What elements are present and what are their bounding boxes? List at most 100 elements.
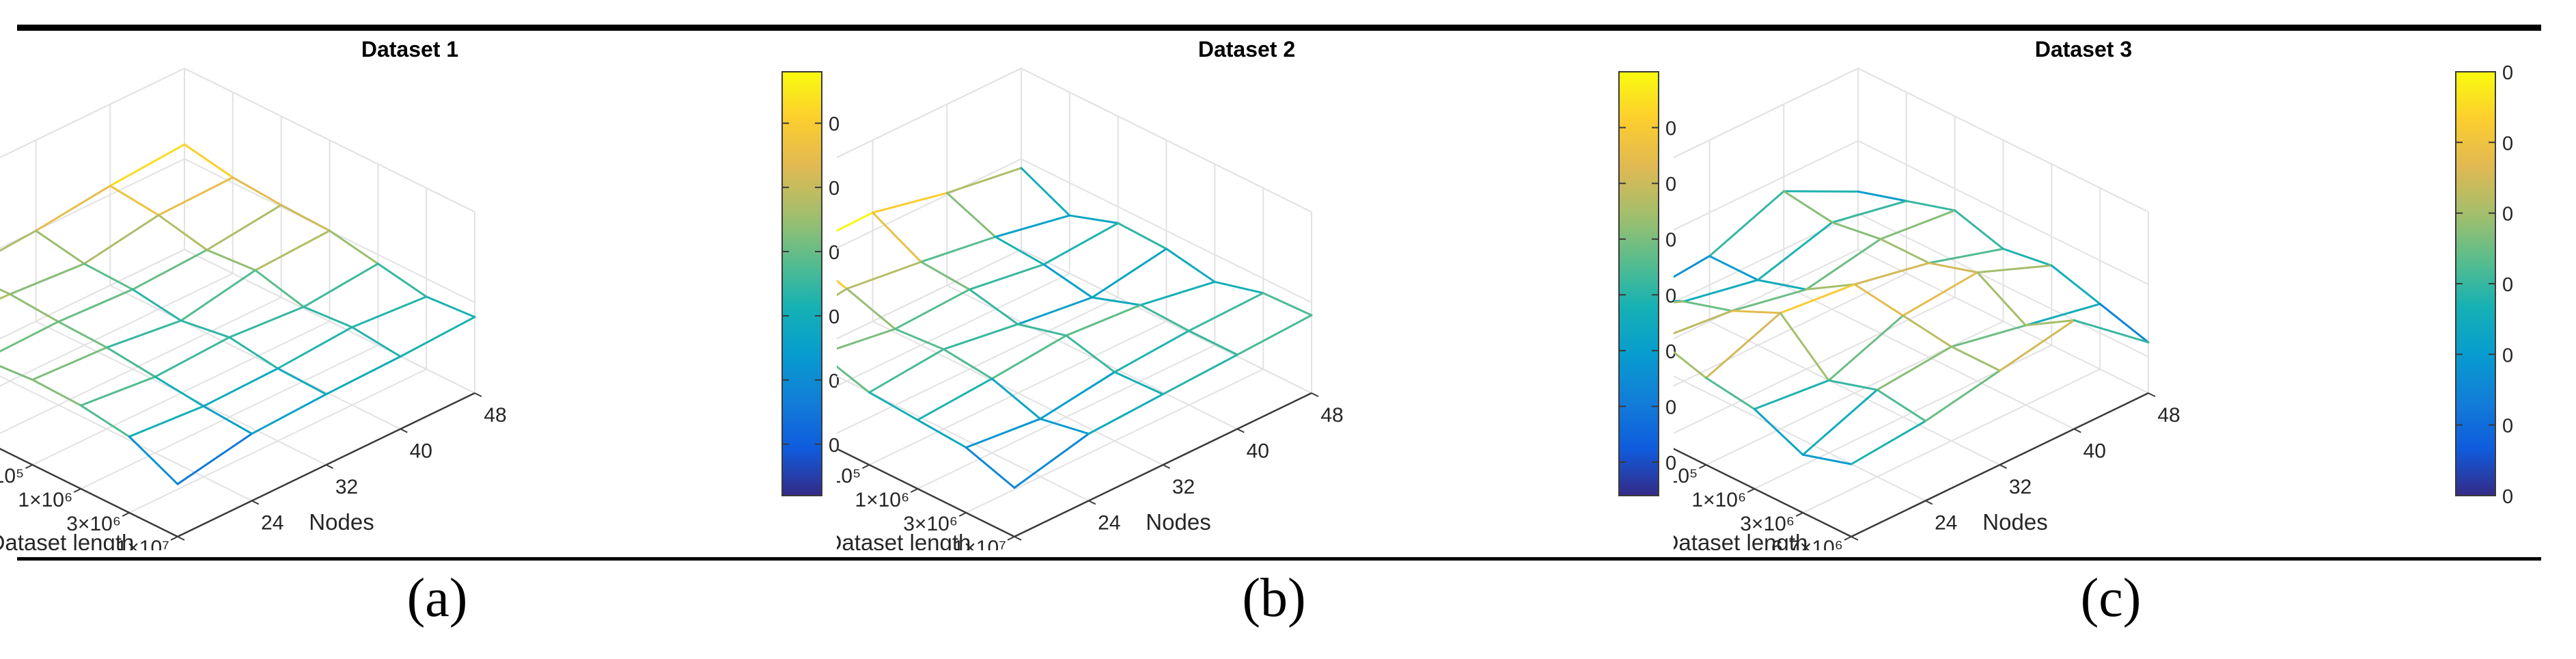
mesh-edge — [57, 288, 134, 323]
mesh-edge — [1831, 221, 1882, 241]
mesh-edge — [837, 211, 874, 232]
colorbar-tick-label: 0.8 — [2502, 486, 2514, 508]
axes — [1674, 392, 2149, 538]
mesh-edge — [0, 293, 12, 300]
mesh-edge — [2073, 319, 2150, 344]
x-tick-label: 32 — [2009, 476, 2032, 498]
mesh-edge — [1779, 283, 1856, 314]
mesh-edge — [1805, 283, 1856, 291]
mesh-edge — [1857, 190, 1908, 202]
y-tick — [910, 488, 918, 493]
mesh-edge — [942, 323, 1019, 351]
x-tick — [1851, 536, 1859, 541]
gridline-y-floor — [917, 345, 1215, 489]
mesh-edge — [2099, 303, 2150, 344]
gridline-y-floor — [837, 297, 1119, 434]
x-tick-label: 48 — [484, 404, 506, 427]
mesh-edge — [83, 263, 134, 291]
colorbar-tick-label: 0.86 — [2502, 274, 2514, 296]
colorbar-tick-label: 0.92 — [2502, 62, 2514, 84]
mesh-edge — [919, 236, 997, 263]
mesh-edge — [350, 326, 402, 358]
x-axis-label: Nodes — [1982, 509, 2047, 535]
mesh-edge — [945, 191, 997, 238]
mesh-edge — [1827, 314, 1905, 381]
gridline-y-floor — [1674, 297, 1956, 434]
mesh-edge — [35, 185, 111, 232]
mesh-edge — [994, 214, 1071, 238]
mesh-edge — [1016, 323, 1068, 337]
x-tick — [251, 500, 260, 505]
mesh-edge — [1042, 221, 1120, 266]
mesh-edge — [79, 375, 156, 407]
mesh-edge — [303, 306, 353, 329]
mesh-edge — [254, 269, 305, 308]
subfigure-label-b: (b) — [1242, 568, 1306, 628]
mesh-edge — [329, 230, 379, 265]
gridline-y-floor — [1674, 249, 1859, 340]
mesh-edge — [180, 319, 231, 338]
gridline-x-floor — [0, 375, 253, 502]
bottom-rule — [17, 557, 2541, 561]
mesh-edge — [228, 306, 305, 338]
mesh-edge — [1928, 262, 1979, 273]
mesh-edge — [1091, 296, 1142, 306]
x-tick — [1311, 392, 1319, 397]
mesh-edge — [202, 405, 253, 435]
x-tick — [1999, 464, 2007, 469]
mesh-edge — [1674, 310, 1733, 335]
mesh-edge — [228, 336, 279, 370]
chart-title: Dataset 2 — [1198, 38, 1295, 62]
colorbar-tick-label: 0.73 — [1665, 396, 1677, 418]
surface-plot-a: 16243240481×10⁷3×10⁶1×10⁶3×10⁵1×10⁵3×10⁴… — [0, 38, 840, 550]
mesh-edge — [837, 279, 848, 290]
mesh-edge — [1876, 345, 1953, 391]
y-tick-label: 3×10⁶ — [66, 513, 121, 535]
mesh-edge — [9, 293, 59, 323]
mesh-edge — [919, 260, 971, 291]
y-tick-label: 1×10⁶ — [855, 489, 909, 511]
x-tick — [1236, 428, 1245, 433]
mesh-edge — [1850, 420, 1927, 466]
mesh-edge — [1039, 418, 1090, 435]
gridline-y-floor — [0, 297, 282, 434]
mesh-edge — [376, 263, 428, 298]
mesh-edge — [105, 346, 156, 378]
x-tick — [1014, 536, 1022, 541]
gridline-z-wall — [1674, 213, 1859, 304]
colorbar — [781, 71, 822, 496]
gridline-z-wall — [0, 249, 185, 340]
mesh-edge — [1068, 214, 1120, 224]
mesh-edge — [31, 346, 108, 381]
gridline-z-wall — [1857, 213, 2149, 358]
mesh-edge — [1705, 312, 1782, 379]
mesh-edge — [942, 348, 993, 380]
x-axis-label: Nodes — [309, 509, 374, 535]
mesh-edge — [991, 377, 1042, 420]
y-tick — [862, 464, 870, 469]
colorbar-tick-label: 0.745 — [1665, 230, 1677, 252]
x-tick — [326, 464, 333, 469]
mesh-edge — [303, 263, 379, 308]
x-tick-label: 40 — [2083, 440, 2106, 463]
mesh-edge — [1113, 330, 1190, 373]
mesh-edge — [1213, 280, 1264, 295]
gridline-y-floor — [0, 273, 234, 387]
surface-mesh — [1674, 190, 2150, 466]
gridline-y-floor — [837, 273, 1070, 387]
mesh-edge — [1730, 310, 1782, 314]
mesh-edge — [0, 288, 12, 295]
mesh-edge — [1091, 247, 1167, 299]
grid-lines — [0, 68, 475, 537]
x-tick — [400, 428, 408, 433]
mesh-edge — [1954, 209, 2004, 250]
mesh-edge — [1779, 312, 1830, 381]
mesh-edge — [1139, 280, 1216, 306]
y-tick — [1699, 464, 1706, 469]
colorbar-tick-label: 0.755 — [1665, 118, 1677, 140]
grid-lines — [1674, 68, 2149, 537]
mesh-edge — [1042, 263, 1094, 299]
colorbar-tick-label: 0.955 — [829, 113, 840, 135]
gridline-y-floor — [0, 249, 185, 340]
surface-mesh — [837, 167, 1313, 489]
